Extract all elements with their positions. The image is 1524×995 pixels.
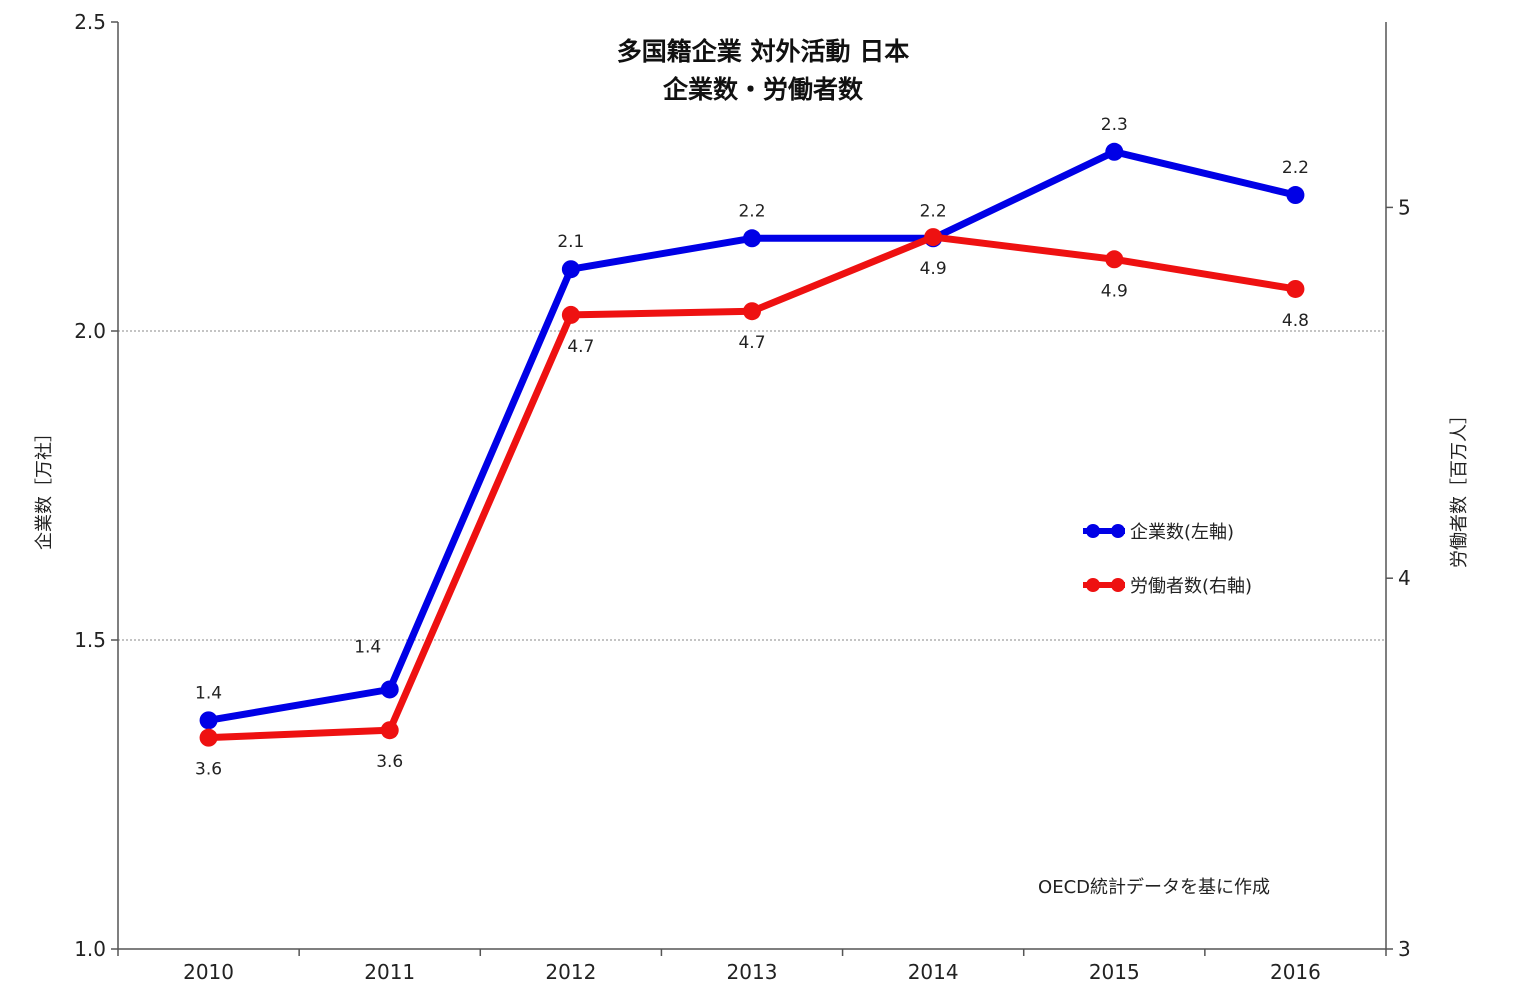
x-tick-label: 2012 xyxy=(545,960,596,984)
left-tick-label: 1.0 xyxy=(74,937,106,961)
data-point xyxy=(743,229,761,248)
data-labels: 1.4 1.4 2.1 2.2 2.2 2.3 2.2 3.6 3.6 4.7 4.7 4.9 4.9 4… xyxy=(195,115,1309,780)
data-label: 2.2 xyxy=(920,201,947,221)
right-axis-title: 労働者数［百万人］ xyxy=(1449,406,1470,568)
legend: 企業数(左軸) 労働者数(右軸) xyxy=(1083,522,1252,597)
x-tick-label: 2015 xyxy=(1089,960,1140,984)
data-label: 3.6 xyxy=(376,752,403,772)
data-point xyxy=(1105,250,1124,269)
left-tick-label: 2.5 xyxy=(74,10,106,34)
legend-marker-companies-2 xyxy=(1111,524,1125,538)
data-point xyxy=(199,728,218,747)
x-axis-ticks: 2010 2011 2012 2013 2014 2015 2016 xyxy=(117,949,1387,984)
data-point xyxy=(380,680,399,699)
data-point xyxy=(380,721,399,740)
left-tick-label: 2.0 xyxy=(74,319,106,343)
gridlines xyxy=(118,330,1386,641)
data-point xyxy=(924,228,943,247)
data-label: 4.7 xyxy=(567,337,594,357)
left-axis-ticks: 1.0 1.5 2.0 2.5 xyxy=(74,10,118,961)
data-label: 3.6 xyxy=(195,760,222,780)
data-label: 1.4 xyxy=(354,637,381,657)
data-label: 4.9 xyxy=(1101,281,1128,301)
data-label: 1.4 xyxy=(195,683,222,703)
right-tick-label: 4 xyxy=(1398,566,1411,590)
axes xyxy=(117,22,1387,950)
right-tick-label: 5 xyxy=(1398,195,1411,219)
legend-label-companies: 企業数(左軸) xyxy=(1130,522,1234,543)
series xyxy=(199,142,1305,747)
data-label: 4.9 xyxy=(920,259,947,279)
data-label: 2.3 xyxy=(1101,115,1128,135)
data-point xyxy=(1286,279,1305,298)
data-label: 4.8 xyxy=(1282,311,1309,331)
data-label: 4.7 xyxy=(738,333,765,353)
legend-marker-workers-2 xyxy=(1111,578,1125,592)
chart-title: 多国籍企業 対外活動 日本 xyxy=(617,37,909,66)
data-label: 2.2 xyxy=(738,201,765,221)
left-axis-title: 企業数［万社］ xyxy=(34,424,55,550)
legend-label-workers: 労働者数(右軸) xyxy=(1130,576,1252,597)
data-point xyxy=(199,711,218,730)
data-label: 2.1 xyxy=(557,232,584,252)
data-label: 2.2 xyxy=(1282,158,1309,178)
data-point xyxy=(1286,186,1305,205)
x-tick-label: 2014 xyxy=(908,960,959,984)
chart-subtitle: 企業数・労働者数 xyxy=(663,75,864,104)
data-point xyxy=(743,302,761,321)
legend-marker-workers xyxy=(1086,578,1100,592)
x-tick-label: 2011 xyxy=(364,960,415,984)
data-point xyxy=(561,305,580,324)
left-tick-label: 1.5 xyxy=(74,628,106,652)
x-tick-label: 2010 xyxy=(183,960,234,984)
legend-marker-companies xyxy=(1086,524,1100,538)
source-note: OECD統計データを基に作成 xyxy=(1038,877,1270,898)
x-tick-label: 2016 xyxy=(1270,960,1321,984)
right-tick-label: 3 xyxy=(1398,937,1411,961)
x-tick-label: 2013 xyxy=(727,960,778,984)
data-point xyxy=(561,260,580,279)
right-axis-ticks: 3 4 5 xyxy=(1386,195,1411,961)
data-point xyxy=(1105,142,1124,161)
